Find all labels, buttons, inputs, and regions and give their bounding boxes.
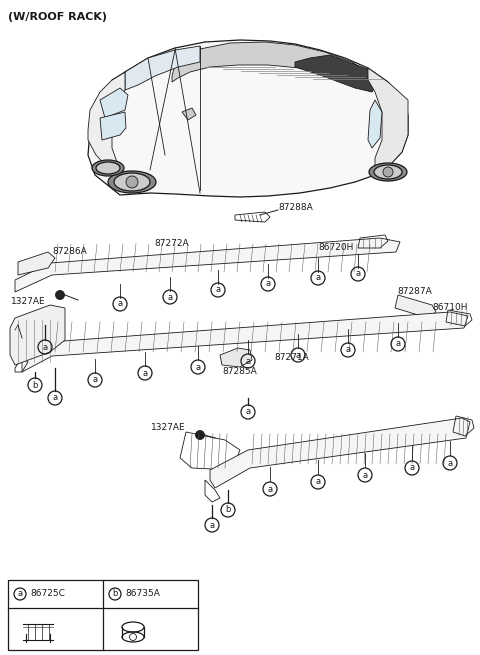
Text: 87271A: 87271A [275,354,310,362]
Text: 86735A: 86735A [125,590,160,599]
Polygon shape [10,305,65,365]
Text: a: a [409,464,415,472]
Text: a: a [295,350,300,360]
Text: 87287A: 87287A [397,288,432,297]
Polygon shape [182,108,196,120]
Text: a: a [355,269,360,278]
Text: 87286A: 87286A [52,248,87,257]
Polygon shape [18,252,55,275]
Text: 1327AE: 1327AE [151,424,185,432]
Text: a: a [52,394,58,403]
Ellipse shape [369,163,407,181]
Text: a: a [168,293,173,301]
Text: 1327AE: 1327AE [11,297,45,307]
Text: a: a [195,362,201,371]
Text: a: a [245,407,251,417]
Text: a: a [42,343,48,352]
Text: a: a [118,299,122,309]
Polygon shape [22,312,468,372]
Text: b: b [32,381,38,390]
Text: 86725C: 86725C [30,590,65,599]
Text: a: a [143,369,147,377]
Ellipse shape [108,171,156,193]
Circle shape [383,167,393,177]
Polygon shape [368,68,408,175]
Text: a: a [245,356,251,365]
Text: a: a [216,286,221,295]
Text: a: a [315,274,321,282]
Text: a: a [346,345,350,354]
Text: 86720H: 86720H [318,242,353,252]
Polygon shape [295,55,378,92]
Text: a: a [362,470,368,479]
Polygon shape [100,88,128,118]
Text: a: a [17,590,23,599]
Polygon shape [172,42,375,90]
Text: a: a [265,280,271,288]
Ellipse shape [96,162,120,174]
Polygon shape [88,40,408,197]
Circle shape [126,176,138,188]
Text: a: a [93,375,97,384]
Text: a: a [315,477,321,487]
Polygon shape [125,46,200,90]
Polygon shape [395,295,436,318]
Polygon shape [15,238,400,292]
Text: b: b [112,590,118,599]
Ellipse shape [92,160,124,176]
Text: a: a [447,458,453,468]
Text: (W/ROOF RACK): (W/ROOF RACK) [8,12,107,22]
Text: 86710H: 86710H [432,303,468,312]
Ellipse shape [114,173,150,191]
Polygon shape [88,72,125,175]
Text: a: a [267,485,273,493]
Circle shape [56,291,64,299]
Ellipse shape [374,165,402,179]
Polygon shape [368,100,382,148]
Polygon shape [220,348,252,367]
Text: b: b [225,506,231,514]
Polygon shape [100,112,126,140]
Text: 87272A: 87272A [155,238,189,248]
Text: 87285A: 87285A [223,367,257,377]
Polygon shape [210,418,470,488]
Text: a: a [396,339,401,348]
Text: a: a [209,521,215,529]
Circle shape [195,430,204,440]
Text: 87288A: 87288A [278,202,313,212]
